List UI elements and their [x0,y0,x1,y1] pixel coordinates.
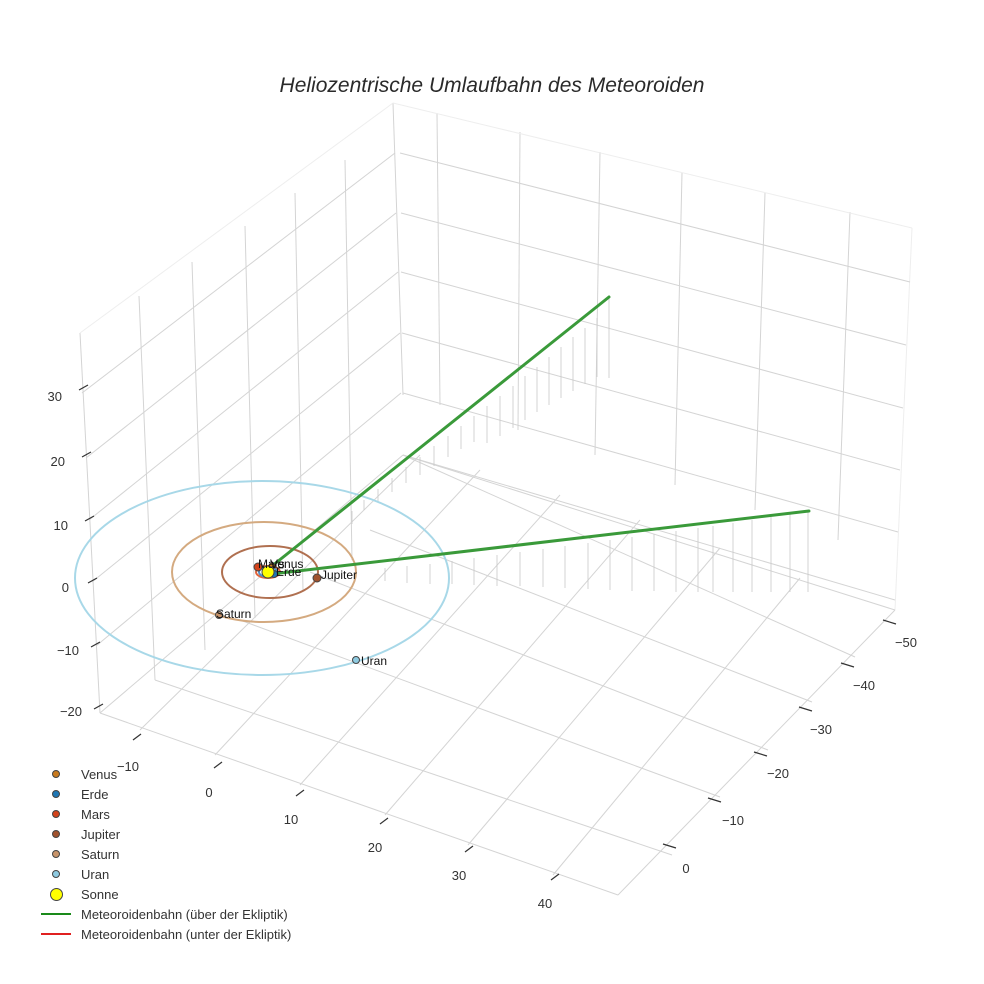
y-tick-labels: −50 −40 −30 −20 −10 0 [682,635,917,876]
planet-labels: Mars Venus Erde Jupiter Saturn Uran [216,557,387,668]
svg-text:40: 40 [538,896,552,911]
legend-label: Meteoroidenbahn (unter der Ekliptik) [81,926,292,942]
svg-text:0: 0 [62,580,69,595]
svg-text:20: 20 [51,454,65,469]
erde-dot-icon [52,790,60,798]
saturn-dot-icon [52,850,60,858]
svg-text:Mars: Mars [258,557,285,571]
svg-text:−20: −20 [60,704,82,719]
legend-label: Erde [81,786,109,802]
svg-text:−50: −50 [895,635,917,650]
mars-marker [253,562,263,572]
svg-text:0: 0 [682,861,689,876]
jupiter-orbit [221,545,319,599]
legend-item-jupiter[interactable]: Jupiter [40,824,291,844]
svg-text:30: 30 [452,868,466,883]
orbits [74,480,450,676]
legend-item-meteoroid-below[interactable]: Meteoroidenbahn (unter der Ekliptik) [40,924,291,944]
z-tick-labels: 30 20 10 0 −10 −20 [48,389,82,719]
green-line-icon [41,913,71,915]
legend-label: Saturn [81,846,120,862]
legend-label: Jupiter [81,826,121,842]
svg-text:Saturn: Saturn [216,607,251,621]
legend-item-venus[interactable]: Venus [40,764,291,784]
legend-label: Uran [81,866,110,882]
chart-title: Heliozentrische Umlaufbahn des Meteoroid… [279,74,705,97]
svg-text:10: 10 [284,812,298,827]
mars-dot-icon [52,810,60,818]
axis-ticks [78,384,897,881]
sonne-dot-icon [49,887,63,901]
saturn-marker [215,611,223,619]
venus-dot-icon [52,770,60,778]
svg-text:Erde: Erde [276,565,302,579]
uran-dot-icon [52,870,60,878]
jupiter-dot-icon [52,830,60,838]
svg-text:−40: −40 [853,678,875,693]
svg-text:30: 30 [48,389,62,404]
svg-text:−10: −10 [117,759,139,774]
uran-orbit [74,480,450,676]
sonne-marker [261,565,275,579]
svg-text:Venus: Venus [270,557,303,571]
svg-text:−20: −20 [767,766,789,781]
legend-item-uran[interactable]: Uran [40,864,291,884]
svg-text:−30: −30 [810,722,832,737]
legend-item-saturn[interactable]: Saturn [40,844,291,864]
legend-label: Venus [81,766,118,782]
grid-floor [99,454,896,896]
svg-text:0: 0 [205,785,212,800]
legend-label: Sonne [81,886,119,902]
legend-item-erde[interactable]: Erde [40,784,291,804]
drop-lines [351,297,809,592]
svg-text:Uran: Uran [361,654,387,668]
x-tick-labels: −10 0 10 20 30 40 [117,759,552,911]
legend-label: Meteoroidenbahn (über der Ekliptik) [81,906,288,922]
red-line-icon [41,933,71,935]
svg-text:10: 10 [54,518,68,533]
legend-item-sonne[interactable]: Sonne [40,884,291,904]
legend: Venus Erde Mars Jupiter Saturn Uran Sonn… [40,764,291,944]
svg-text:−10: −10 [722,813,744,828]
legend-item-mars[interactable]: Mars [40,804,291,824]
svg-text:Jupiter: Jupiter [321,568,357,582]
grid-back-wall [79,102,913,714]
jupiter-marker [312,573,322,583]
legend-label: Mars [81,806,110,822]
saturn-orbit [171,521,357,623]
legend-item-meteoroid-above[interactable]: Meteoroidenbahn (über der Ekliptik) [40,904,291,924]
svg-text:−10: −10 [57,643,79,658]
uran-marker [352,656,360,664]
planet-markers[interactable] [215,562,360,664]
meteoroid-path-above-ecliptic[interactable] [270,295,811,576]
svg-text:20: 20 [368,840,382,855]
